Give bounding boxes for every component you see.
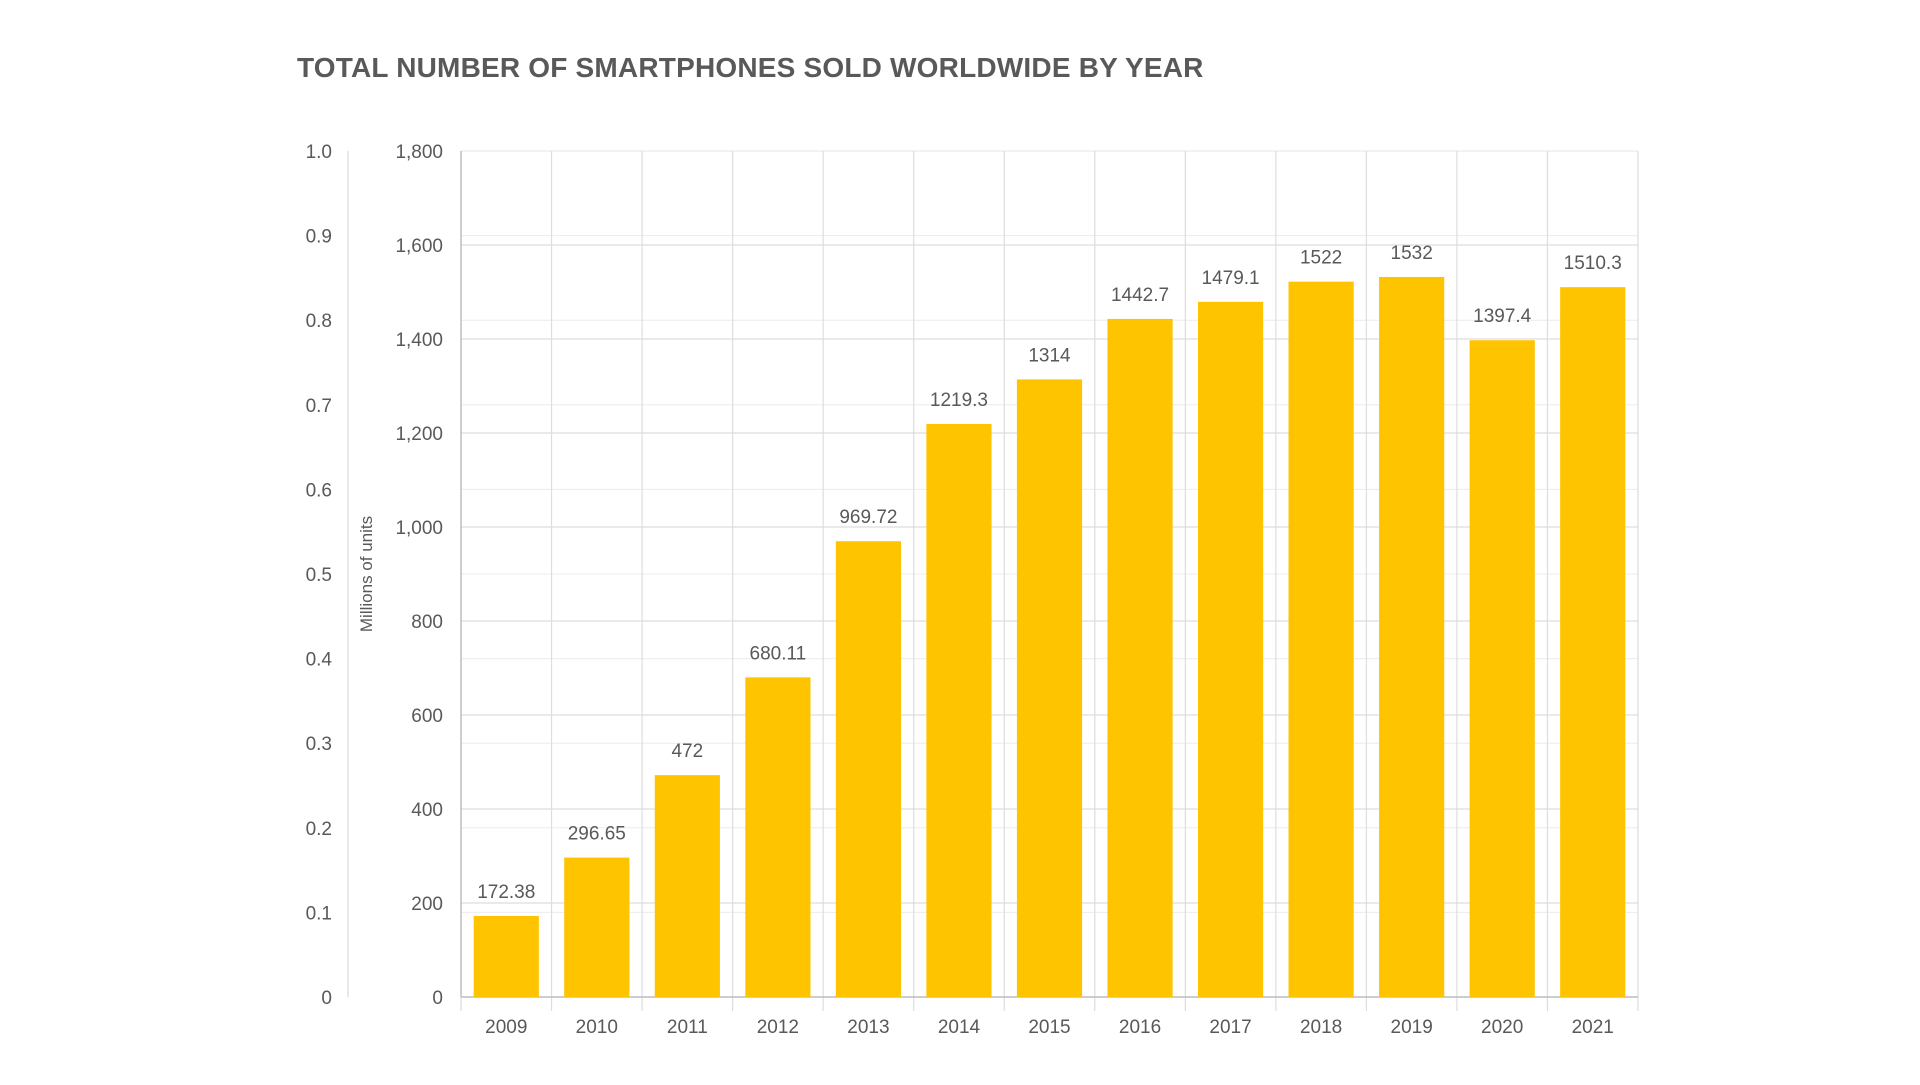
y-tick-label: 1,200 — [395, 424, 443, 445]
bar-2012 — [745, 677, 811, 997]
bar-2017 — [1197, 301, 1264, 997]
x-tick-label: 2015 — [1028, 1017, 1070, 1038]
bar-2016 — [1107, 318, 1173, 997]
data-label: 1219.3 — [930, 390, 988, 411]
secondary-y-tick-label: 0.7 — [306, 396, 332, 417]
bar-2010 — [564, 857, 630, 997]
secondary-y-tick-label: 0.3 — [306, 734, 332, 755]
y-tick-label: 800 — [411, 612, 443, 633]
y-axis-title: Millions of units — [357, 516, 376, 632]
data-label: 296.65 — [568, 824, 626, 845]
secondary-y-tick-label: 1.0 — [306, 142, 332, 163]
x-tick-label: 2010 — [576, 1017, 618, 1038]
data-label: 969.72 — [839, 507, 897, 528]
data-label: 1314 — [1028, 345, 1071, 366]
y-tick-label: 600 — [411, 706, 443, 727]
y-tick-label: 1,400 — [395, 330, 443, 351]
secondary-y-tick-label: 0.8 — [306, 311, 332, 332]
bar-2020 — [1469, 340, 1535, 997]
data-label: 1510.3 — [1564, 253, 1622, 274]
secondary-y-tick-label: 0.1 — [306, 903, 332, 924]
bar-2013 — [835, 541, 902, 997]
bar-2014 — [926, 423, 992, 998]
x-tick-label: 2016 — [1119, 1017, 1161, 1038]
secondary-y-tick-label: 0.6 — [306, 480, 332, 501]
data-label: 1479.1 — [1202, 268, 1260, 289]
bar-2019 — [1379, 276, 1445, 998]
y-tick-label: 1,800 — [395, 142, 443, 163]
x-tick-label: 2012 — [757, 1017, 799, 1038]
bar-2021 — [1560, 287, 1626, 997]
x-tick-label: 2014 — [938, 1017, 981, 1038]
secondary-y-tick-label: 0.9 — [306, 227, 332, 248]
data-label: 1522 — [1300, 248, 1342, 269]
bar-2011 — [654, 775, 720, 997]
secondary-y-tick-label: 0 — [321, 988, 332, 1009]
bar-2009 — [473, 915, 539, 997]
x-tick-label: 2011 — [667, 1017, 708, 1038]
data-label: 1442.7 — [1111, 285, 1169, 306]
chart-title: TOTAL NUMBER OF SMARTPHONES SOLD WORLDWI… — [297, 52, 1204, 83]
x-tick-label: 2013 — [847, 1017, 889, 1038]
data-label: 680.11 — [750, 643, 807, 664]
y-tick-label: 1,600 — [395, 236, 443, 257]
data-label: 1397.4 — [1473, 306, 1532, 327]
bar-2015 — [1016, 379, 1083, 997]
bar-2018 — [1288, 281, 1354, 997]
x-tick-label: 2020 — [1481, 1017, 1523, 1038]
secondary-y-tick-label: 0.5 — [306, 565, 332, 586]
y-tick-label: 400 — [411, 800, 443, 821]
x-tick-label: 2009 — [485, 1017, 527, 1038]
x-tick-label: 2021 — [1572, 1017, 1614, 1038]
secondary-y-tick-label: 0.2 — [306, 819, 332, 840]
data-label: 472 — [671, 741, 703, 762]
x-tick-label: 2017 — [1209, 1017, 1251, 1038]
y-tick-label: 200 — [411, 894, 443, 915]
x-tick-label: 2019 — [1391, 1017, 1433, 1038]
data-label: 1532 — [1391, 243, 1433, 264]
y-tick-label: 1,000 — [395, 518, 443, 539]
data-label: 172.38 — [477, 882, 535, 903]
x-tick-label: 2018 — [1300, 1017, 1342, 1038]
y-tick-label: 0 — [432, 988, 443, 1009]
secondary-y-tick-label: 0.4 — [306, 650, 333, 671]
